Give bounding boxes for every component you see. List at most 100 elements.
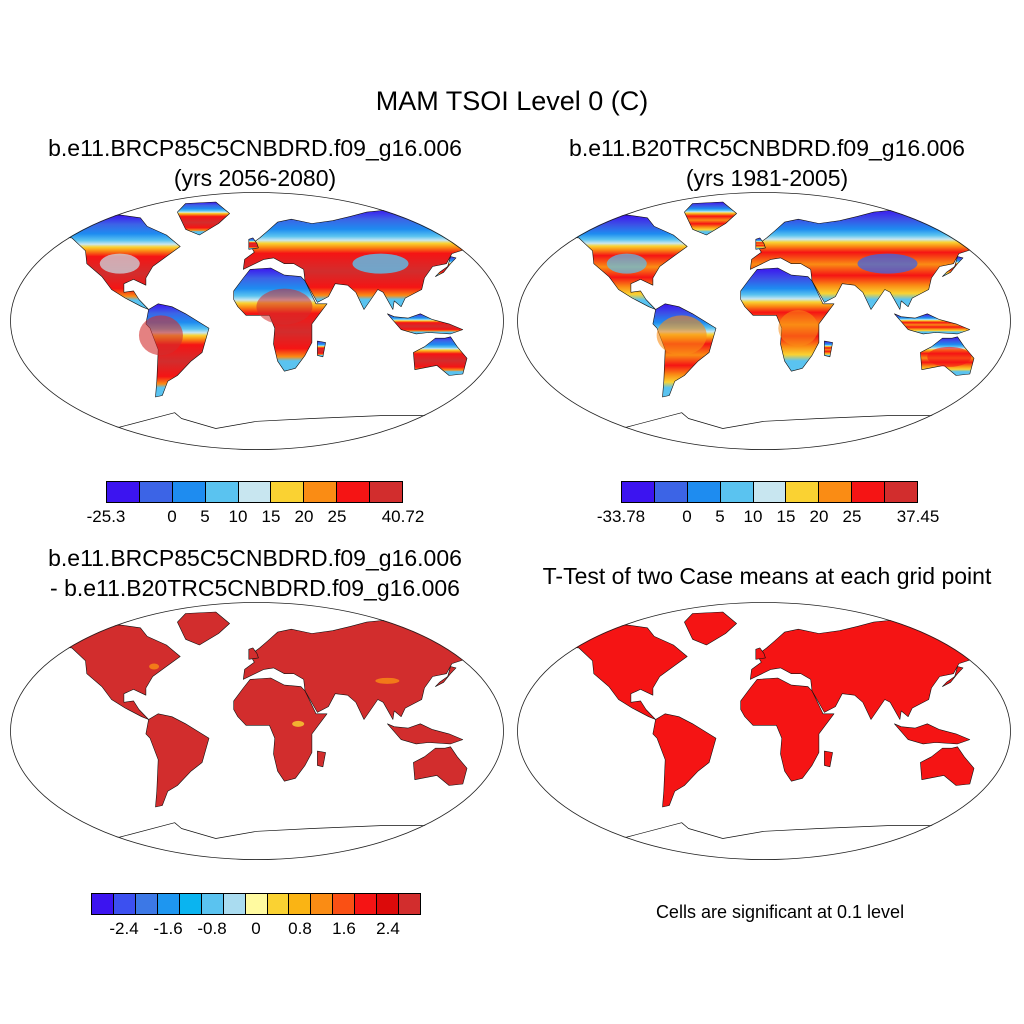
land-uk — [248, 647, 259, 660]
colorbar-historical — [621, 481, 918, 503]
temperature-patch — [656, 315, 707, 356]
temperature-patch — [927, 346, 972, 367]
temperature-patch — [99, 253, 140, 274]
land-greenland — [177, 201, 230, 236]
land-samerica — [652, 713, 717, 808]
colorbar-swatch — [337, 482, 371, 502]
land-japan — [942, 256, 964, 277]
colorbar-swatch — [238, 482, 272, 502]
colorbar-swatch — [304, 482, 338, 502]
temperature-patch — [606, 253, 647, 274]
colorbar-tick-label: 0 — [251, 919, 261, 938]
colorbar-tick-label: 5 — [200, 507, 210, 526]
land-uk — [755, 237, 766, 250]
land-greenland — [684, 201, 737, 236]
land-samerica — [145, 713, 210, 808]
colorbar-swatch — [786, 482, 820, 502]
temperature-patch — [857, 253, 918, 274]
land-australia — [413, 746, 468, 786]
land-indonesia — [387, 723, 464, 745]
land-japan — [435, 666, 457, 687]
colorbar-difference — [91, 893, 421, 915]
temperature-patch — [256, 288, 313, 325]
temperature-patch — [292, 720, 305, 727]
land-antarctica — [10, 822, 504, 860]
panel-1-title-line1: b.e11.BRCP85C5CNBDRD.f09_g16.006 — [48, 135, 462, 161]
colorbar-swatch — [852, 482, 886, 502]
colorbar-tick-label: -2.4 — [109, 919, 139, 938]
land-nz — [994, 783, 1009, 798]
colorbar-swatch — [377, 894, 400, 914]
colorbar-swatch — [399, 894, 421, 914]
land-antarctica — [517, 822, 1011, 860]
map-land-layer — [10, 611, 504, 860]
map-land-layer — [10, 201, 504, 450]
colorbar-tick-label: 20 — [809, 507, 829, 526]
colorbar-swatch — [311, 894, 334, 914]
colorbar-tick-label: 37.45 — [896, 507, 940, 526]
colorbar-swatch — [113, 894, 136, 914]
temperature-patch — [352, 253, 409, 274]
land-nz — [487, 373, 502, 388]
colorbar-tick-label: 15 — [261, 507, 281, 526]
land-greenland — [177, 611, 230, 646]
panel-4-title: T-Test of two Case means at each grid po… — [512, 561, 1022, 591]
panel-2-title: b.e11.B20TRC5CNBDRD.f09_g16.006 (yrs 198… — [522, 133, 1012, 193]
map-outline — [517, 192, 1011, 450]
colorbar-swatch — [271, 482, 305, 502]
map-outline — [517, 602, 1011, 860]
map-land-layer — [517, 201, 1011, 450]
colorbar-tick-label: 15 — [776, 507, 796, 526]
map-outline — [10, 192, 504, 450]
colorbar-tick-label: -0.8 — [197, 919, 227, 938]
colorbar-swatch — [179, 894, 202, 914]
colorbar-swatch — [289, 894, 312, 914]
land-madagascar — [317, 750, 326, 768]
land-africa — [233, 677, 328, 782]
temperature-patch — [149, 663, 160, 670]
colorbar-swatch — [720, 482, 754, 502]
colorbar-swatch — [245, 894, 268, 914]
land-namerica — [26, 624, 181, 720]
land-namerica — [533, 624, 688, 720]
panel-1-title-line2: (yrs 2056-2080) — [173, 165, 337, 191]
colorbar-swatch — [205, 482, 239, 502]
map-outline — [10, 602, 504, 860]
colorbar-swatch — [687, 482, 721, 502]
map-historical-tsoi — [517, 192, 1011, 450]
land-indonesia — [894, 723, 971, 745]
map-ttest-significance — [517, 602, 1011, 860]
land-uk — [755, 647, 766, 660]
colorbar-tick-label: 10 — [228, 507, 248, 526]
colorbar-swatch — [139, 482, 173, 502]
land-nz — [487, 783, 502, 798]
panel-2-title-line2: (yrs 1981-2005) — [685, 165, 849, 191]
land-madagascar — [824, 340, 833, 358]
colorbar-tick-label: 1.6 — [332, 919, 356, 938]
panel-3-title-line1: b.e11.BRCP85C5CNBDRD.f09_g16.006 — [48, 545, 462, 571]
land-uk — [248, 237, 259, 250]
colorbar-tick-label: -33.78 — [596, 507, 646, 526]
land-greenland — [684, 611, 737, 646]
colorbar-swatch — [92, 894, 114, 914]
land-japan — [435, 256, 457, 277]
colorbar-swatch — [135, 894, 158, 914]
colorbar-swatch — [107, 482, 140, 502]
land-indonesia — [894, 313, 971, 335]
land-antarctica — [10, 412, 504, 450]
land-nz — [994, 373, 1009, 388]
main-title: MAM TSOI Level 0 (C) — [375, 86, 649, 116]
colorbar-tick-label: 20 — [294, 507, 314, 526]
colorbar-swatch — [355, 894, 378, 914]
panel-4-title-line1: T-Test of two Case means at each grid po… — [542, 563, 992, 589]
land-australia — [413, 336, 468, 376]
colorbar-tick-label: 25 — [842, 507, 862, 526]
colorbar-swatch — [622, 482, 655, 502]
colorbar-tick-label: 0 — [682, 507, 692, 526]
colorbar-swatch — [885, 482, 918, 502]
panel-2-title-line1: b.e11.B20TRC5CNBDRD.f09_g16.006 — [569, 135, 965, 161]
colorbar-tick-label: 25 — [327, 507, 347, 526]
colorbar-tick-label: 0.8 — [288, 919, 312, 938]
land-africa — [740, 677, 835, 782]
colorbar-tick-label: 40.72 — [381, 507, 425, 526]
